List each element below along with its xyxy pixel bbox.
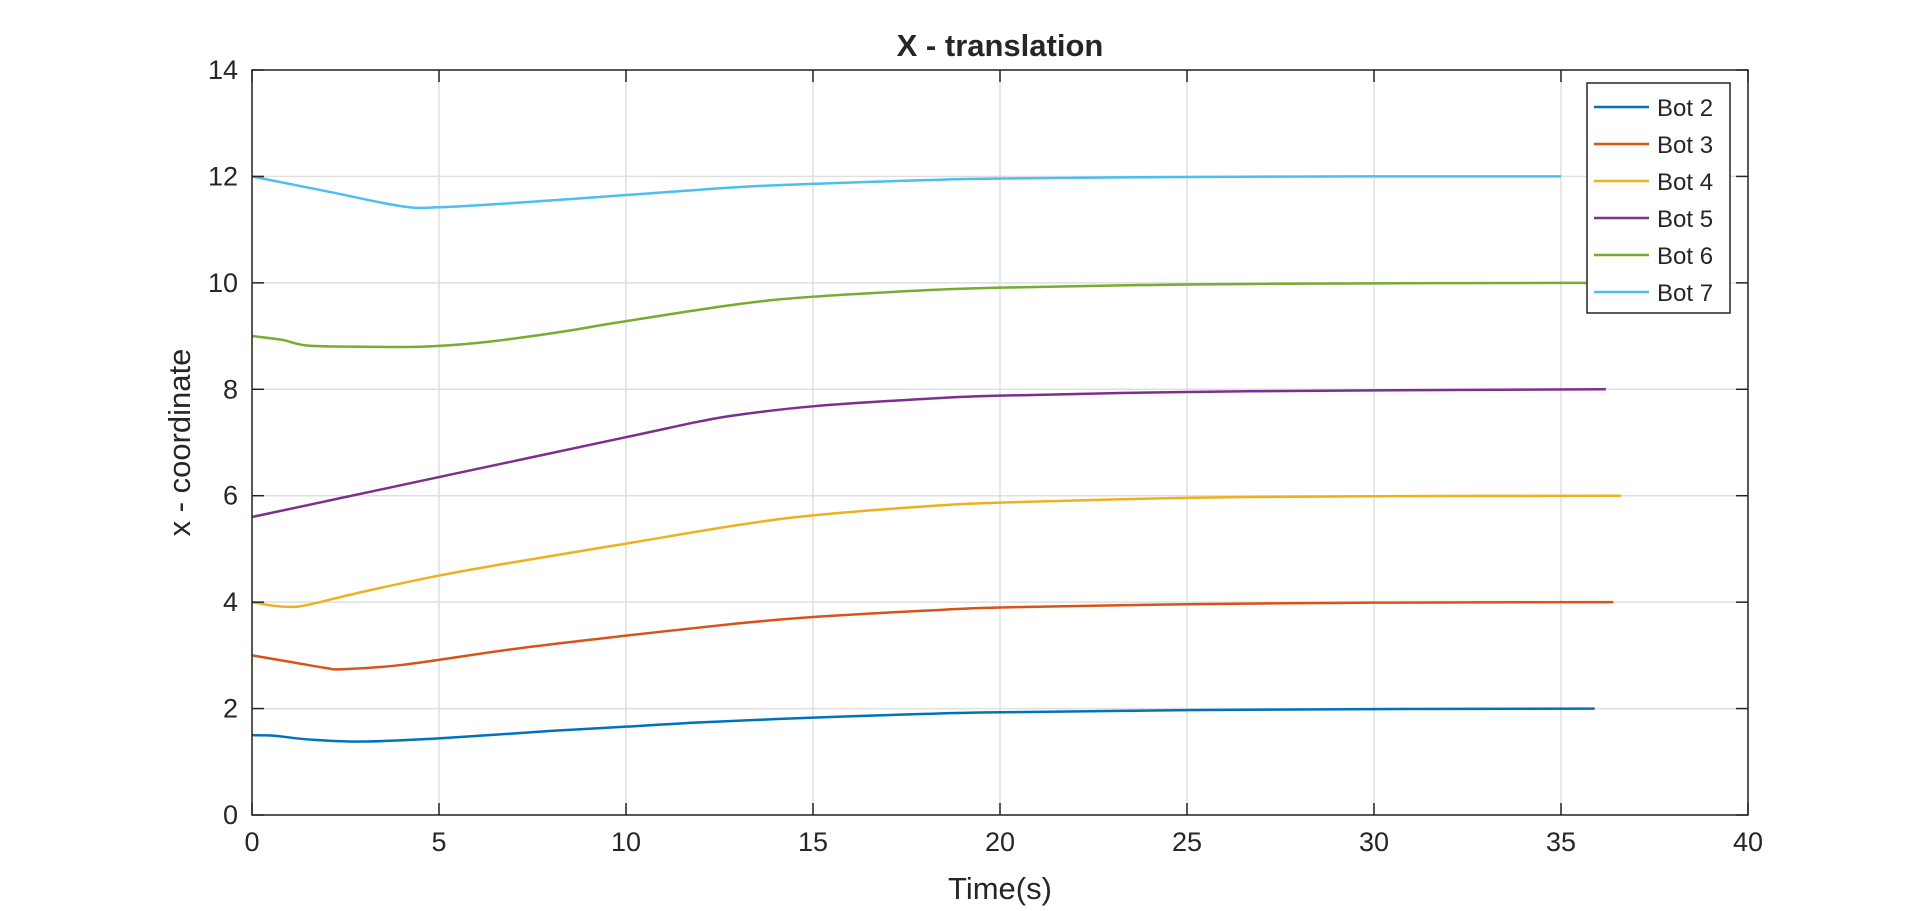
y-tick-label: 0 bbox=[223, 800, 238, 830]
x-tick-label: 0 bbox=[244, 827, 259, 857]
y-tick-label: 8 bbox=[223, 374, 238, 404]
x-tick-label: 25 bbox=[1172, 827, 1202, 857]
x-tick-label: 40 bbox=[1733, 827, 1763, 857]
series-line-bot-3 bbox=[251, 600, 1614, 671]
series-layer bbox=[251, 175, 1636, 743]
y-tick-label: 14 bbox=[208, 55, 238, 85]
legend-entry: Bot 5 bbox=[1657, 206, 1713, 233]
axis-ticks: 0 5 10 15 20 25 30 35 40 0 2 4 6 8 10 12 14 bbox=[208, 55, 1763, 857]
x-tick-label: 35 bbox=[1546, 827, 1576, 857]
legend-entry: Bot 7 bbox=[1657, 280, 1713, 307]
series-line-bot-6 bbox=[251, 281, 1636, 349]
legend-entry: Bot 2 bbox=[1657, 95, 1713, 122]
series-line-bot-4 bbox=[251, 494, 1621, 609]
x-tick-label: 20 bbox=[985, 827, 1015, 857]
x-tick-label: 30 bbox=[1359, 827, 1389, 857]
legend: Bot 2 Bot 3 Bot 4 Bot 5 Bot 6 Bot 7 bbox=[1586, 82, 1731, 314]
y-tick-label: 4 bbox=[223, 587, 238, 617]
legend-entry: Bot 3 bbox=[1657, 132, 1713, 159]
x-tick-label: 10 bbox=[611, 827, 641, 857]
y-tick-label: 10 bbox=[208, 268, 238, 298]
y-axis-label: x - coordinate bbox=[162, 349, 197, 537]
legend-entry: Bot 4 bbox=[1657, 169, 1713, 196]
series-line-bot-7 bbox=[251, 175, 1562, 210]
legend-entry: Bot 6 bbox=[1657, 243, 1713, 270]
y-tick-label: 12 bbox=[208, 161, 238, 191]
x-tick-label: 15 bbox=[798, 827, 828, 857]
legend-box bbox=[1586, 82, 1731, 314]
x-tick-label: 5 bbox=[431, 827, 446, 857]
series-line-bot-2 bbox=[251, 707, 1595, 743]
y-tick-label: 2 bbox=[223, 694, 238, 724]
chart-title: X - translation bbox=[897, 28, 1104, 63]
series-line-bot-5 bbox=[251, 388, 1606, 519]
x-axis-label: Time(s) bbox=[948, 871, 1052, 906]
y-tick-label: 6 bbox=[223, 481, 238, 511]
